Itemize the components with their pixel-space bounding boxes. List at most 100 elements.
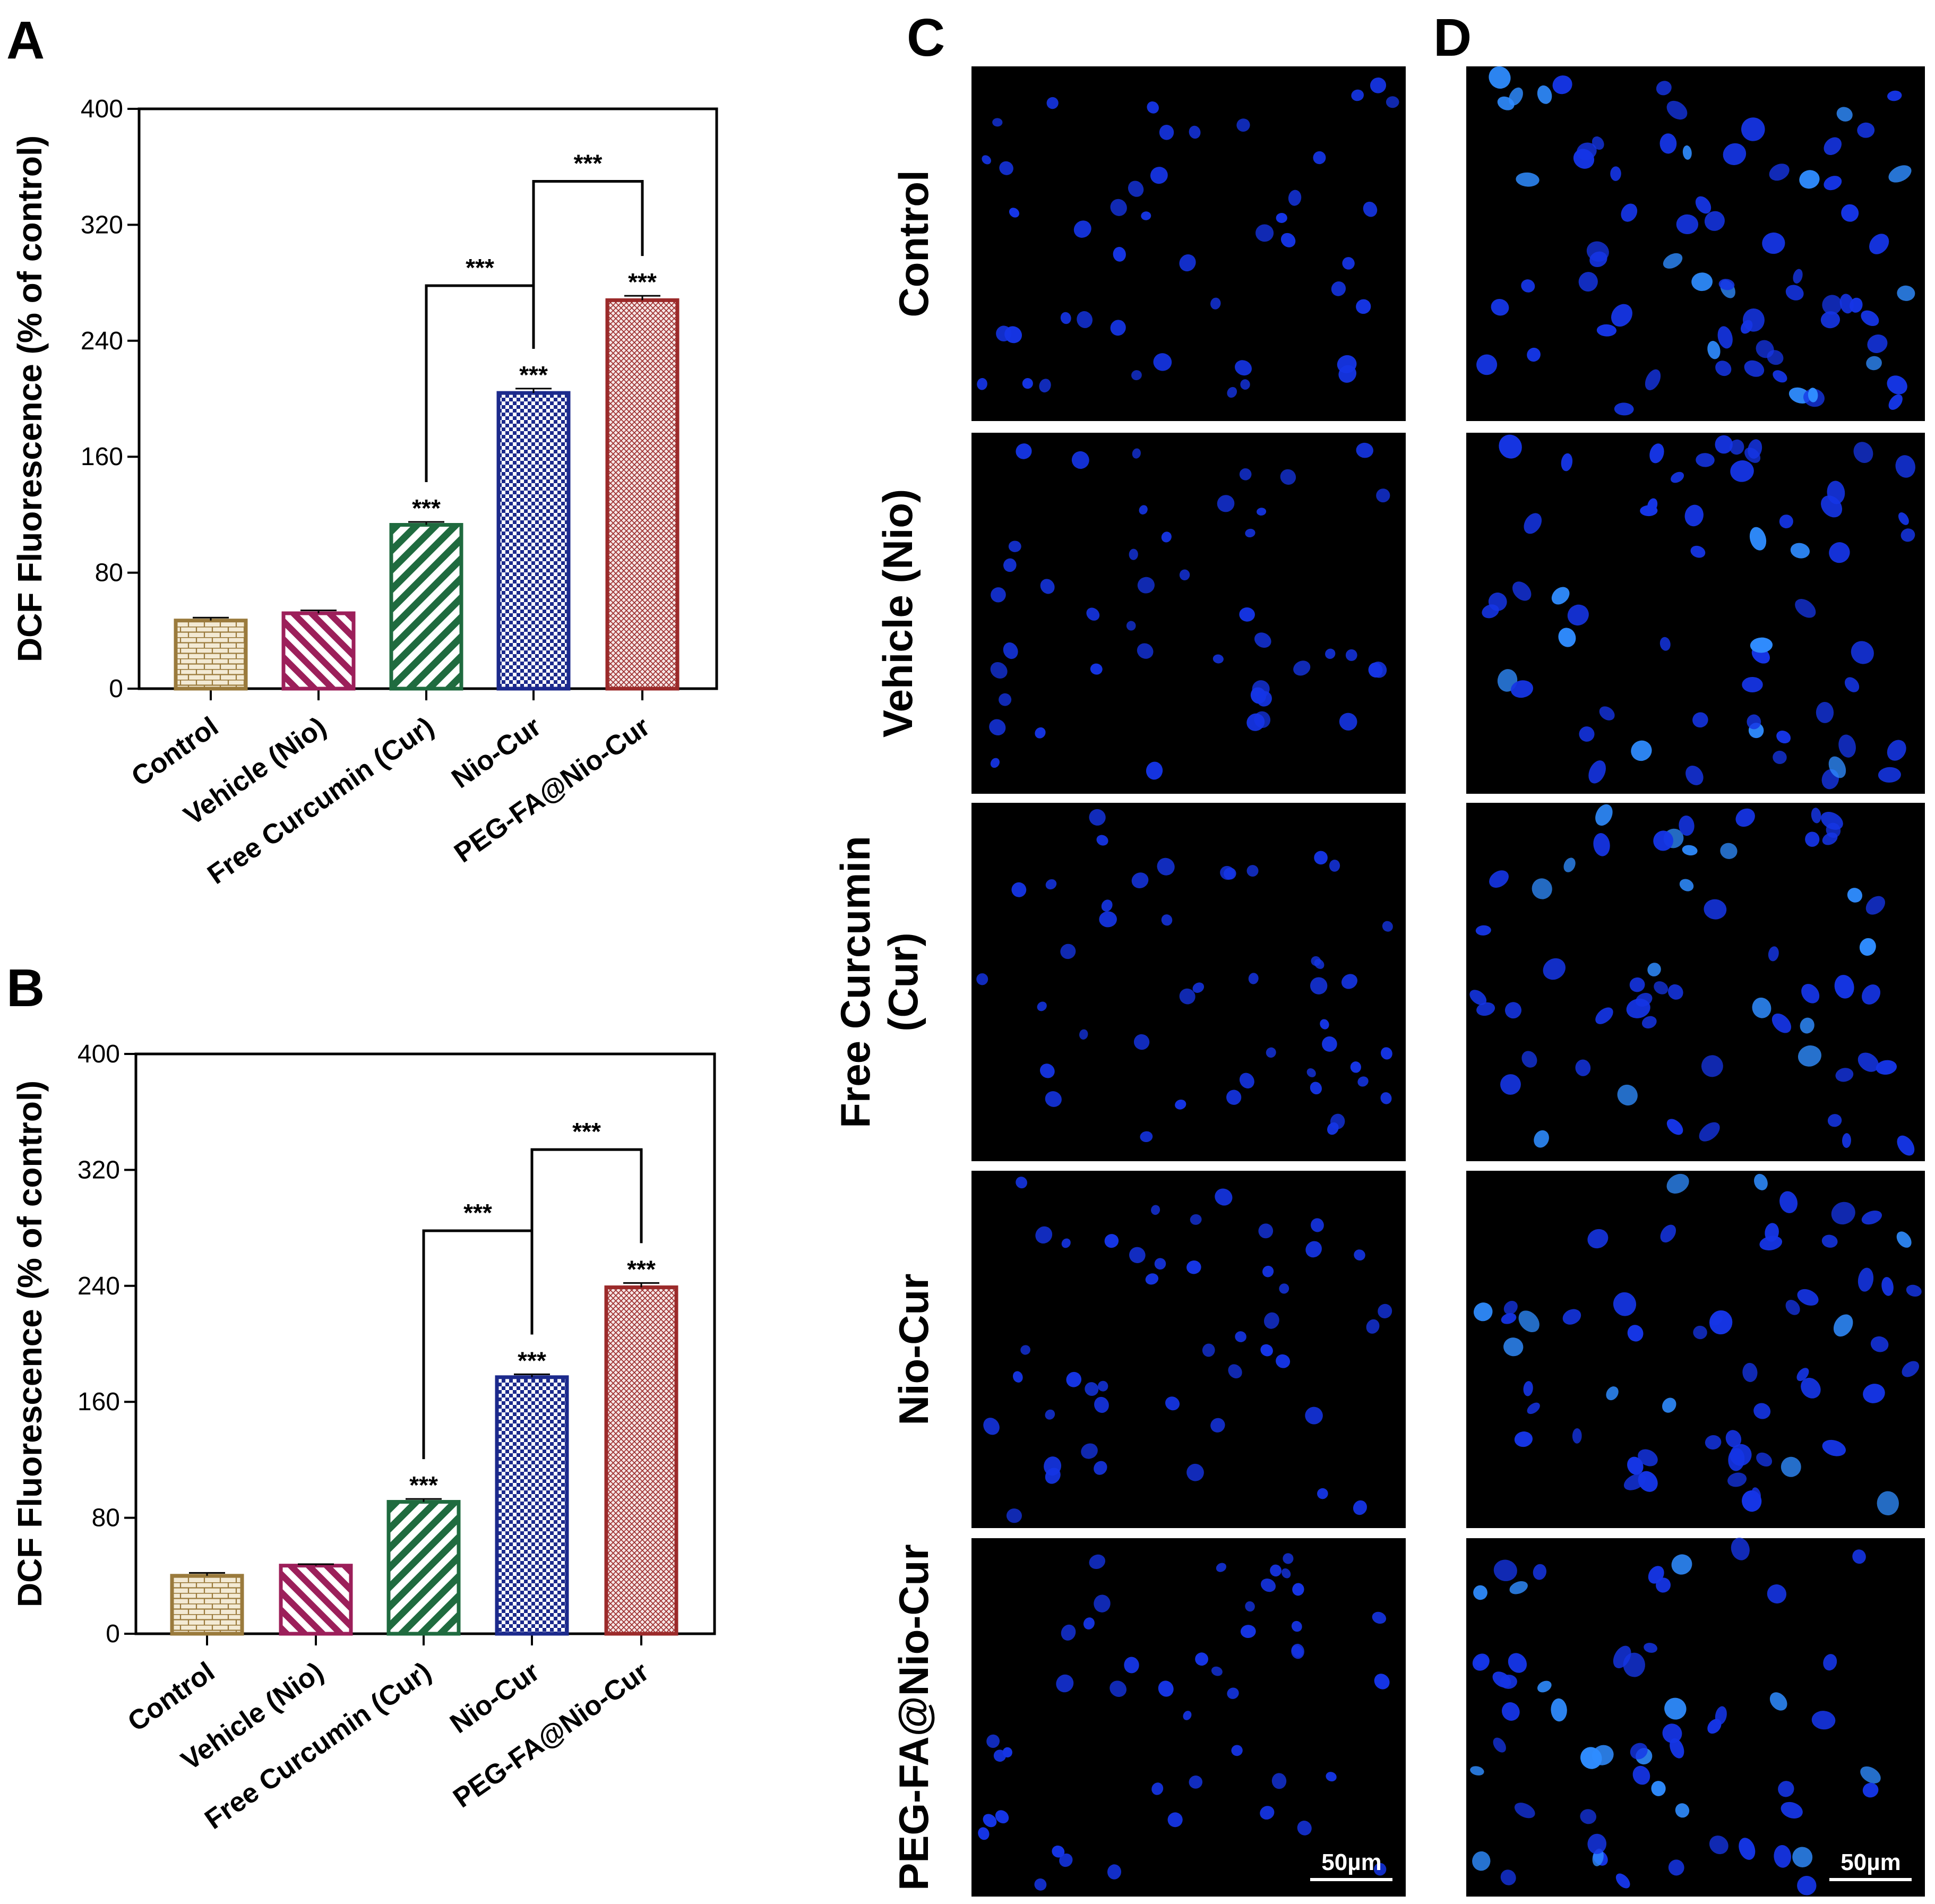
cell-nucleus — [1617, 1084, 1638, 1106]
panel-letter-a: A — [6, 11, 45, 70]
cell-nucleus — [1897, 285, 1915, 301]
cell-nucleus — [1288, 190, 1302, 206]
cell-nucleus — [1090, 663, 1103, 675]
cell-nucleus — [1339, 713, 1357, 731]
cell-nucleus — [1790, 543, 1810, 559]
cell-nucleus — [1509, 1581, 1528, 1594]
cell-nucleus — [1852, 1549, 1866, 1564]
cell-nucleus — [1785, 285, 1804, 301]
chart-b-ytick-label: 320 — [78, 1156, 120, 1184]
cell-nucleus — [999, 161, 1013, 175]
cell-nucleus — [1727, 1472, 1747, 1487]
cell-nucleus — [1231, 1745, 1243, 1756]
chart-b-bar-sig-label: *** — [409, 1471, 438, 1499]
cell-nucleus — [983, 1418, 1000, 1435]
cell-nucleus — [1137, 643, 1154, 659]
cell-nucleus — [1110, 199, 1127, 216]
cell-nucleus — [1641, 1016, 1657, 1029]
cell-nucleus — [1245, 528, 1255, 538]
cell-nucleus — [1759, 1236, 1783, 1250]
cell-nucleus — [1878, 767, 1901, 783]
cell-nucleus — [1270, 1564, 1282, 1577]
cell-nucleus — [1862, 984, 1881, 1005]
cell-nucleus — [1887, 375, 1907, 394]
cell-nucleus — [1325, 648, 1336, 659]
cell-nucleus — [1473, 1302, 1493, 1322]
cell-nucleus — [1045, 1091, 1062, 1107]
cell-nucleus — [1326, 1772, 1337, 1782]
cell-nucleus — [1748, 439, 1762, 459]
cell-nucleus — [1157, 857, 1175, 876]
cell-nucleus — [1823, 1654, 1837, 1671]
cell-nucleus — [1769, 164, 1790, 181]
cell-nucleus — [1089, 809, 1106, 826]
cell-nucleus — [1537, 1680, 1552, 1693]
cell-nucleus — [1146, 761, 1163, 780]
cell-nucleus — [1293, 661, 1311, 676]
cell-nucleus — [1305, 1406, 1323, 1425]
cell-nucleus — [1798, 1045, 1821, 1067]
cell-nucleus — [1132, 448, 1141, 459]
chart-a-bar-sig-label: *** — [412, 494, 441, 522]
cell-nucleus — [1291, 1643, 1304, 1659]
micrograph-row-labels: Control Vehicle (Nio) Free Curcumin(Cur) Ni… — [832, 170, 937, 1890]
cell-nucleus — [1704, 899, 1727, 920]
cell-nucleus — [1752, 997, 1771, 1018]
cell-nucleus — [991, 587, 1006, 603]
cell-nucleus — [1709, 1836, 1728, 1855]
cell-nucleus — [1711, 1314, 1723, 1326]
cell-nucleus — [1630, 1743, 1648, 1760]
cell-nucleus — [1769, 1692, 1787, 1711]
cell-nucleus — [1248, 973, 1259, 984]
cell-nucleus — [1647, 963, 1661, 976]
cell-nucleus — [1704, 211, 1725, 231]
cell-nucleus — [1330, 1113, 1345, 1129]
cell-nucleus — [1258, 1223, 1274, 1239]
cell-nucleus — [1226, 1090, 1242, 1105]
cell-nucleus — [1822, 295, 1842, 315]
cell-nucleus — [1876, 1060, 1897, 1075]
micrograph-c-row-4 — [971, 1171, 1406, 1528]
micrograph-d-row-4 — [1466, 1171, 1925, 1528]
panel-letter-c: C — [907, 8, 945, 67]
cell-nucleus — [1386, 96, 1399, 108]
cell-nucleus — [1533, 1564, 1547, 1580]
cell-nucleus — [1239, 1073, 1254, 1088]
cell-nucleus — [1469, 990, 1487, 1005]
cell-nucleus — [1645, 369, 1661, 390]
cell-nucleus — [1133, 1034, 1150, 1050]
chart-b-bar — [279, 1564, 353, 1636]
chart-a-ytick-label: 320 — [81, 211, 123, 239]
cell-nucleus — [1151, 1205, 1160, 1215]
cell-nucleus — [1718, 279, 1735, 290]
cell-nucleus — [1254, 632, 1271, 648]
cell-nucleus — [1179, 569, 1190, 580]
cell-nucleus — [1578, 272, 1598, 292]
cell-nucleus — [1851, 641, 1874, 664]
cell-nucleus — [1210, 297, 1221, 310]
cell-nucleus — [1524, 513, 1542, 534]
cell-nucleus — [1002, 1747, 1012, 1757]
cell-nucleus — [1189, 125, 1201, 139]
cell-nucleus — [1906, 1284, 1922, 1297]
cell-nucleus — [1504, 1002, 1521, 1019]
cell-nucleus — [1183, 1711, 1192, 1720]
cell-nucleus — [989, 719, 1006, 736]
cell-nucleus — [1137, 577, 1155, 594]
chart-b-bar — [386, 1500, 461, 1636]
cell-nucleus — [1861, 310, 1879, 327]
cell-nucleus — [1753, 1403, 1771, 1419]
cell-nucleus — [1322, 1036, 1337, 1052]
cell-nucleus — [1081, 1443, 1098, 1459]
cell-nucleus — [1179, 254, 1196, 272]
cell-nucleus — [1822, 1439, 1846, 1456]
row-label-line: Free Curcumin — [832, 836, 879, 1128]
chart-b-bracket-sig-label: *** — [572, 1118, 601, 1145]
micrograph-c-row-5: 50µm — [971, 1538, 1406, 1897]
cell-nucleus — [1521, 279, 1535, 293]
cell-nucleus — [1310, 1082, 1322, 1095]
chart-b-ytick-label: 240 — [78, 1272, 120, 1300]
cell-nucleus — [1476, 354, 1498, 375]
chart-b-significance: *** *** *** *** *** — [409, 1118, 656, 1499]
micrograph-row-label: Control — [890, 170, 937, 317]
